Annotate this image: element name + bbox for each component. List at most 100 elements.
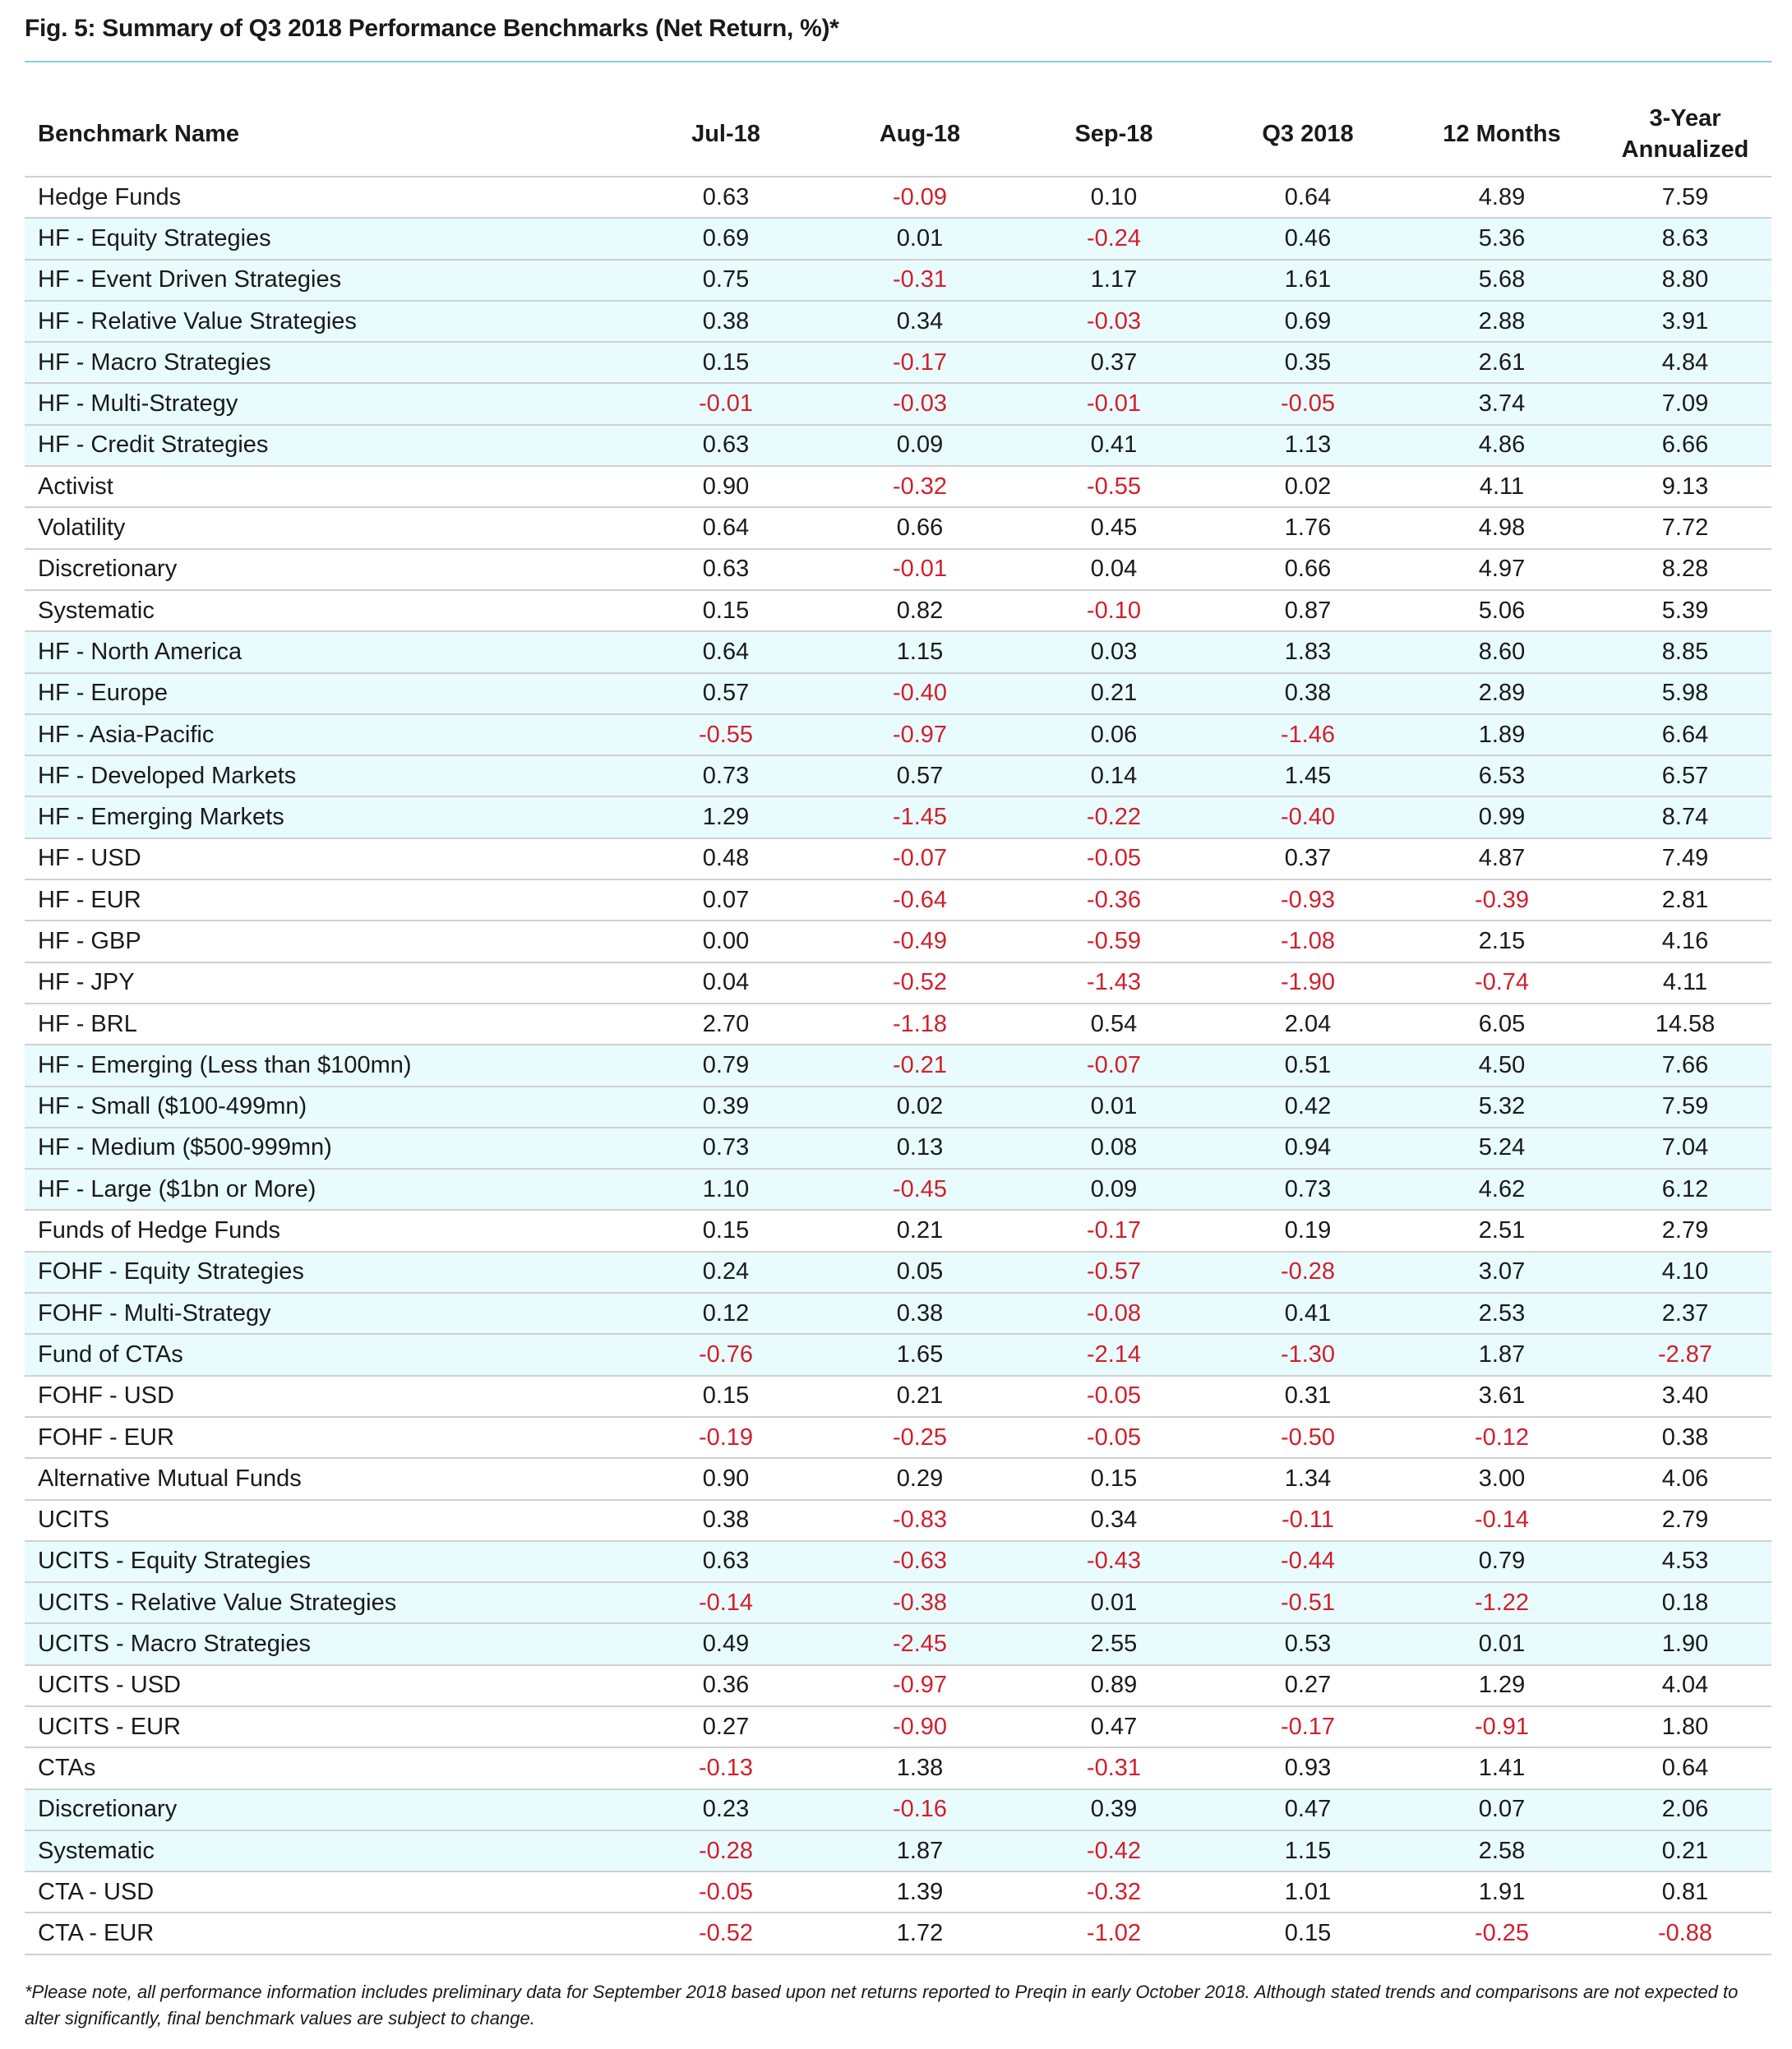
value-cell-jul-18: 0.27: [629, 1705, 823, 1748]
value-cell-aug-18: -0.32: [823, 465, 1017, 508]
value-cell-3-year-annualized: 4.06: [1599, 1457, 1771, 1500]
value-cell-q3-2018: 1.61: [1211, 258, 1405, 301]
value-cell-3-year-annualized: 4.10: [1599, 1250, 1771, 1294]
value-cell-12-months: 2.15: [1405, 920, 1599, 962]
benchmark-name-cell: UCITS - USD: [25, 1664, 629, 1706]
value-cell-sep-18: 0.06: [1017, 713, 1211, 756]
value-cell-12-months: -0.14: [1405, 1498, 1599, 1541]
value-cell-12-months: 5.06: [1405, 588, 1599, 632]
value-cell-12-months: 4.86: [1405, 423, 1599, 467]
value-cell-3-year-annualized: 7.72: [1599, 506, 1771, 549]
value-cell-aug-18: 0.34: [823, 299, 1017, 343]
value-cell-q3-2018: 1.83: [1211, 630, 1405, 673]
benchmark-name-cell: UCITS - EUR: [25, 1705, 629, 1748]
table-row: HF - Relative Value Strategies 0.38 0.34 -0…: [25, 299, 1771, 343]
value-cell-aug-18: -0.17: [823, 341, 1017, 384]
table-row: HF - Macro Strategies 0.15 -0.17 0.37 0.35 2.…: [25, 341, 1771, 384]
value-cell-jul-18: 0.00: [629, 920, 823, 962]
value-cell-sep-18: -0.05: [1017, 1415, 1211, 1459]
value-cell-3-year-annualized: 7.09: [1599, 382, 1771, 425]
value-cell-3-year-annualized: -2.87: [1599, 1333, 1771, 1376]
value-cell-sep-18: -0.01: [1017, 382, 1211, 425]
value-cell-aug-18: 0.57: [823, 755, 1017, 797]
value-cell-sep-18: 0.10: [1017, 175, 1211, 219]
value-cell-sep-18: 0.39: [1017, 1788, 1211, 1830]
value-cell-aug-18: 1.72: [823, 1912, 1017, 1955]
value-cell-sep-18: -0.36: [1017, 879, 1211, 921]
value-cell-jul-18: 0.75: [629, 258, 823, 301]
value-cell-3-year-annualized: 2.81: [1599, 879, 1771, 921]
value-cell-3-year-annualized: 0.21: [1599, 1829, 1771, 1872]
value-cell-q3-2018: 0.41: [1211, 1292, 1405, 1335]
value-cell-q3-2018: -0.51: [1211, 1581, 1405, 1624]
value-cell-3-year-annualized: 9.13: [1599, 465, 1771, 508]
value-cell-sep-18: -1.02: [1017, 1912, 1211, 1955]
value-cell-q3-2018: 0.51: [1211, 1044, 1405, 1087]
value-cell-q3-2018: 0.02: [1211, 465, 1405, 508]
table-row: HF - Emerging Markets 1.29 -1.45 -0.22 -0.40…: [25, 796, 1771, 838]
benchmark-name-cell: FOHF - Multi-Strategy: [25, 1292, 629, 1335]
header-3-year-line1: 3-Year: [1649, 105, 1721, 132]
value-cell-jul-18: 0.38: [629, 1498, 823, 1541]
header-q3-2018: Q3 2018: [1262, 121, 1354, 147]
table-row: HF - Small ($100-499mn) 0.39 0.02 0.01 0.42 5…: [25, 1085, 1771, 1128]
value-cell-sep-18: 0.34: [1017, 1498, 1211, 1541]
value-cell-aug-18: -0.97: [823, 1664, 1017, 1706]
value-cell-aug-18: 0.66: [823, 506, 1017, 549]
table-row: HF - Large ($1bn or More) 1.10 -0.45 0.09 0.…: [25, 1168, 1771, 1211]
value-cell-jul-18: -0.14: [629, 1581, 823, 1624]
table-row: HF - Multi-Strategy -0.01 -0.03 -0.01 -0.05 3…: [25, 382, 1771, 425]
benchmark-name-cell: HF - North America: [25, 630, 629, 673]
value-cell-jul-18: 2.70: [629, 1002, 823, 1045]
value-cell-jul-18: 0.04: [629, 961, 823, 1004]
header-3-year-annualized: 3-Year Annualized: [1599, 92, 1771, 177]
benchmark-name-cell: Funds of Hedge Funds: [25, 1209, 629, 1252]
value-cell-q3-2018: 0.47: [1211, 1788, 1405, 1830]
table-row: HF - Equity Strategies 0.69 0.01 -0.24 0.46 5…: [25, 217, 1771, 260]
table-row: HF - Credit Strategies 0.63 0.09 0.41 1.13 4.…: [25, 423, 1771, 467]
benchmark-name-cell: HF - Event Driven Strategies: [25, 258, 629, 301]
benchmark-name-cell: HF - Relative Value Strategies: [25, 299, 629, 343]
value-cell-12-months: 2.88: [1405, 299, 1599, 343]
value-cell-12-months: 0.99: [1405, 796, 1599, 838]
benchmark-table: Benchmark Name Jul-18 Aug-18 Sep-18 Q3 2…: [25, 92, 1771, 1955]
value-cell-jul-18: 0.15: [629, 1209, 823, 1252]
value-cell-q3-2018: 1.34: [1211, 1457, 1405, 1500]
value-cell-12-months: 4.50: [1405, 1044, 1599, 1087]
benchmark-name-cell: HF - USD: [25, 837, 629, 880]
value-cell-q3-2018: -1.46: [1211, 713, 1405, 756]
value-cell-3-year-annualized: 8.63: [1599, 217, 1771, 260]
value-cell-jul-18: -0.76: [629, 1333, 823, 1376]
value-cell-jul-18: 0.64: [629, 630, 823, 673]
table-row: FOHF - Multi-Strategy 0.12 0.38 -0.08 0.41 2.…: [25, 1292, 1771, 1335]
table-row: HF - Medium ($500-999mn) 0.73 0.13 0.08 0.94…: [25, 1126, 1771, 1170]
value-cell-aug-18: -0.38: [823, 1581, 1017, 1624]
benchmark-name-cell: UCITS - Relative Value Strategies: [25, 1581, 629, 1624]
value-cell-q3-2018: 2.04: [1211, 1002, 1405, 1045]
value-cell-3-year-annualized: 4.04: [1599, 1664, 1771, 1706]
value-cell-jul-18: 0.23: [629, 1788, 823, 1830]
value-cell-12-months: 4.87: [1405, 837, 1599, 880]
benchmark-name-cell: FOHF - Equity Strategies: [25, 1250, 629, 1294]
value-cell-3-year-annualized: 4.84: [1599, 341, 1771, 384]
value-cell-sep-18: 0.03: [1017, 630, 1211, 673]
value-cell-3-year-annualized: 5.39: [1599, 588, 1771, 632]
value-cell-q3-2018: 0.73: [1211, 1168, 1405, 1211]
value-cell-jul-18: -0.28: [629, 1829, 823, 1872]
value-cell-aug-18: 0.01: [823, 217, 1017, 260]
value-cell-12-months: 3.74: [1405, 382, 1599, 425]
value-cell-jul-18: 0.90: [629, 465, 823, 508]
value-cell-sep-18: 0.01: [1017, 1085, 1211, 1128]
value-cell-sep-18: -0.43: [1017, 1539, 1211, 1583]
value-cell-jul-18: 1.29: [629, 796, 823, 838]
value-cell-aug-18: 1.15: [823, 630, 1017, 673]
table-row: Systematic -0.28 1.87 -0.42 1.15 2.58 0.21: [25, 1829, 1771, 1872]
value-cell-jul-18: 0.73: [629, 755, 823, 797]
value-cell-q3-2018: 0.94: [1211, 1126, 1405, 1170]
value-cell-sep-18: -1.43: [1017, 961, 1211, 1004]
benchmark-name-cell: HF - Credit Strategies: [25, 423, 629, 467]
header-aug-18: Aug-18: [879, 121, 961, 147]
value-cell-jul-18: 0.79: [629, 1044, 823, 1087]
value-cell-3-year-annualized: 0.18: [1599, 1581, 1771, 1624]
value-cell-q3-2018: 1.13: [1211, 423, 1405, 467]
